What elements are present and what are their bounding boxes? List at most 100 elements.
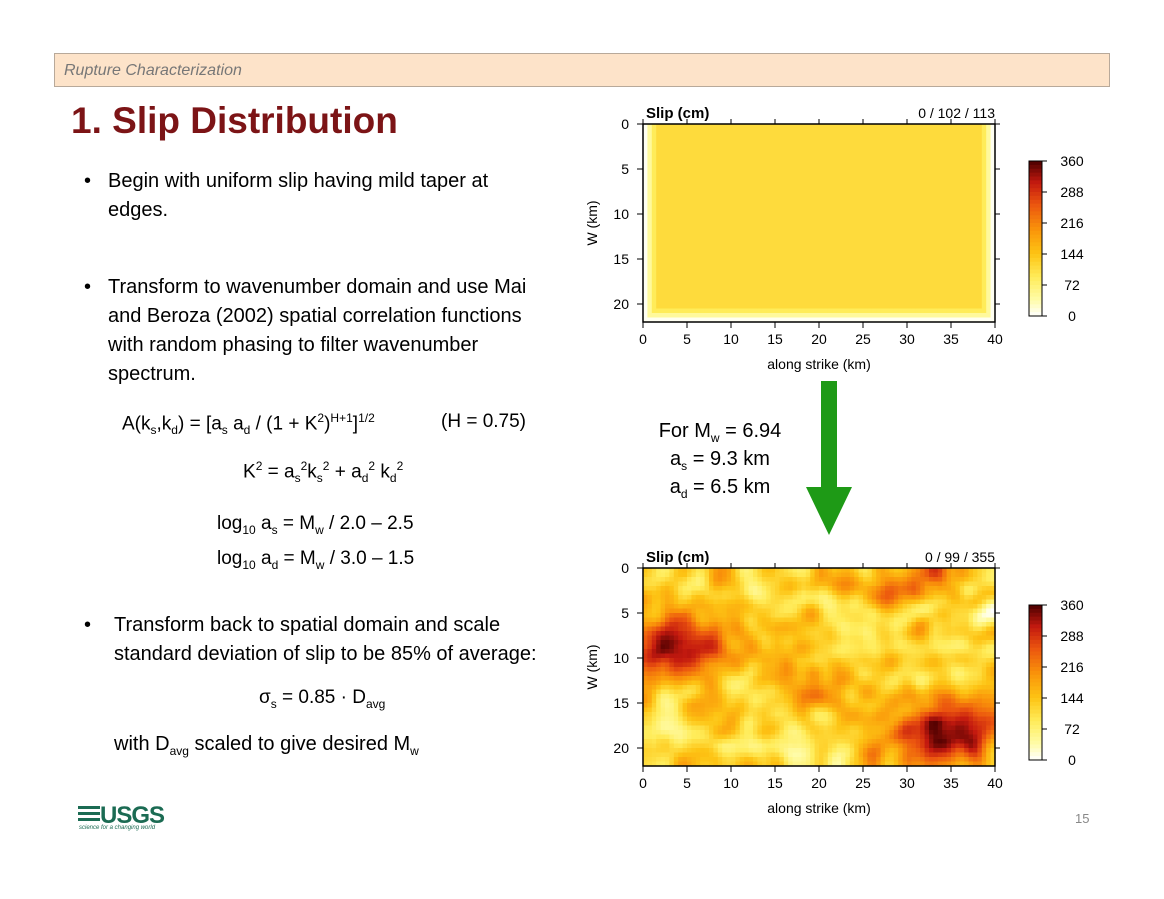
heatmap-cell <box>955 241 961 247</box>
heatmap-cell <box>814 272 820 278</box>
heatmap-cell <box>990 608 996 614</box>
heatmap-cell <box>946 250 952 256</box>
heatmap-cell <box>731 617 736 623</box>
heatmap-cell <box>986 599 992 605</box>
heatmap-cell <box>836 631 842 637</box>
heatmap-cell <box>933 209 939 215</box>
heatmap-cell <box>977 223 983 229</box>
heatmap-cell <box>968 272 974 278</box>
heatmap-cell <box>955 178 961 184</box>
heatmap-cell <box>858 577 864 583</box>
heatmap-cell <box>797 286 802 292</box>
heatmap-cell <box>775 214 780 220</box>
heatmap-cell <box>691 232 697 238</box>
heatmap-cell <box>682 599 688 605</box>
heatmap-cell <box>647 227 653 233</box>
heatmap-cell <box>744 245 750 251</box>
heatmap-cell <box>748 241 754 247</box>
heatmap-cell <box>907 182 912 188</box>
heatmap-cell <box>673 187 679 193</box>
heatmap-cell <box>832 572 838 578</box>
heatmap-cell <box>788 214 794 220</box>
heatmap-cell <box>682 595 688 601</box>
heatmap-cell <box>920 317 926 323</box>
heatmap-cell <box>717 227 723 233</box>
heatmap-cell <box>823 209 829 215</box>
heatmap-cell <box>783 590 789 596</box>
heatmap-cell <box>880 599 886 605</box>
heatmap-cell <box>717 590 723 596</box>
heatmap-cell <box>823 595 829 601</box>
heatmap-cell <box>709 622 714 628</box>
heatmap-cell <box>700 236 706 242</box>
heatmap-cell <box>651 617 657 623</box>
heatmap-cell <box>704 581 710 587</box>
heatmap-cell <box>986 572 992 578</box>
heatmap-cell <box>643 631 648 637</box>
heatmap-cell <box>924 178 930 184</box>
heatmap-cell <box>669 281 675 287</box>
heatmap-cell <box>660 164 666 170</box>
heatmap-cell <box>713 572 719 578</box>
heatmap-cell <box>924 155 930 161</box>
heatmap-cell <box>819 304 824 310</box>
heatmap-cell <box>880 622 886 628</box>
heatmap-cell <box>845 227 851 233</box>
heatmap-cell <box>647 617 653 623</box>
heatmap-cell <box>946 581 952 587</box>
heatmap-cell <box>819 218 824 224</box>
heatmap-cell <box>739 182 745 188</box>
heatmap-cell <box>665 599 670 605</box>
heatmap-cell <box>889 290 895 296</box>
heatmap-cell <box>981 259 987 265</box>
heatmap-cell <box>801 205 807 211</box>
heatmap-cell <box>841 590 846 596</box>
heatmap-cell <box>902 200 908 206</box>
heatmap-cell <box>647 146 653 152</box>
heatmap-cell <box>832 182 838 188</box>
heatmap-cell <box>717 635 723 641</box>
heatmap-cell <box>687 146 692 152</box>
heatmap-cell <box>775 245 780 251</box>
heatmap-cell <box>731 227 736 233</box>
heatmap-cell <box>849 590 855 596</box>
heatmap-cell <box>968 608 974 614</box>
heatmap-cell <box>731 223 736 229</box>
heatmap-cell <box>704 259 710 265</box>
heatmap-cell <box>779 164 785 170</box>
heatmap-cell <box>889 250 895 256</box>
heatmap-cell <box>933 133 939 139</box>
heatmap-cell <box>695 124 701 130</box>
heatmap-cell <box>761 223 767 229</box>
heatmap-cell <box>805 613 811 619</box>
heatmap-cell <box>964 295 970 301</box>
heatmap-cell <box>849 263 855 269</box>
heatmap-cell <box>779 299 785 305</box>
heatmap-cell <box>819 155 824 161</box>
heatmap-cell <box>665 572 670 578</box>
heatmap-cell <box>669 286 675 292</box>
heatmap-cell <box>946 232 952 238</box>
heatmap-cell <box>986 178 992 184</box>
heatmap-cell <box>946 590 952 596</box>
heatmap-cell <box>717 317 723 323</box>
heatmap-cell <box>942 160 948 166</box>
heatmap-cell <box>867 622 873 628</box>
heatmap-cell <box>823 313 829 319</box>
heatmap-cell <box>783 586 789 592</box>
heatmap-cell <box>731 209 736 215</box>
heatmap-cell <box>907 317 912 323</box>
heatmap-cell <box>902 581 908 587</box>
heatmap-cell <box>805 272 811 278</box>
heatmap-cell <box>695 218 701 224</box>
colorbar-segment <box>1029 203 1042 208</box>
heatmap-cell <box>893 218 899 224</box>
heatmap-cell <box>669 299 675 305</box>
heatmap-cell <box>849 223 855 229</box>
heatmap-cell <box>647 209 653 215</box>
heatmap-cell <box>911 133 917 139</box>
heatmap-cell <box>757 191 763 197</box>
bullet-line: with random phasing to filter wavenumber <box>108 334 479 356</box>
heatmap-cell <box>709 191 714 197</box>
heatmap-cell <box>797 173 802 179</box>
